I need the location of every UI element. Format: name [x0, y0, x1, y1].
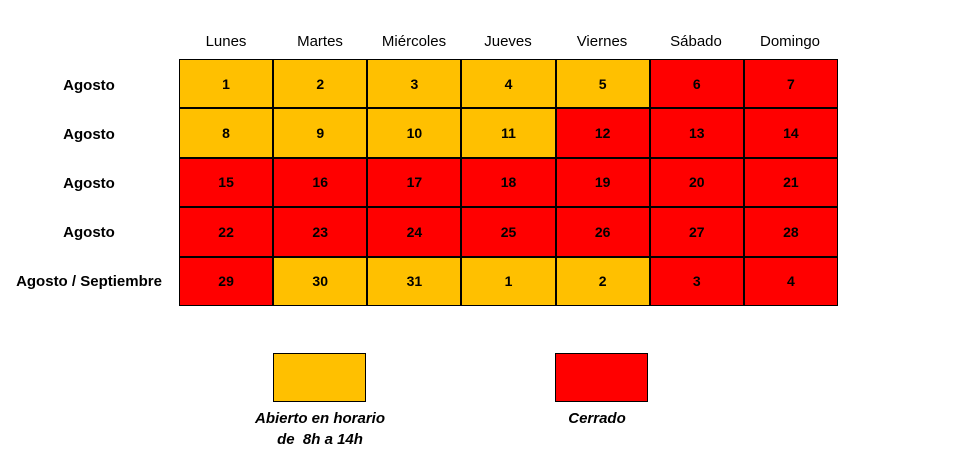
day-cell: 17 [368, 158, 461, 207]
day-cell: 18 [462, 158, 555, 207]
day-cell: 1 [180, 60, 273, 108]
day-cell: 3 [650, 257, 743, 305]
day-header-monday: Lunes [205, 33, 247, 50]
day-cell: 6 [650, 60, 743, 108]
day-cell: 27 [650, 208, 743, 256]
day-cell: 29 [180, 257, 273, 305]
day-cell: 14 [744, 109, 837, 157]
day-cell: 3 [368, 60, 461, 108]
day-cell: 9 [274, 109, 367, 157]
day-cell: 30 [274, 257, 367, 305]
legend-swatch-open [273, 353, 366, 402]
day-header-tuesday: Martes [297, 33, 343, 50]
day-cell: 13 [650, 109, 743, 157]
legend-label-open-line1: Abierto en horario [254, 410, 385, 427]
day-cell: 8 [180, 109, 273, 157]
legend-label-open: Abierto en horario de 8h a 14h [220, 408, 420, 450]
day-cell: 20 [650, 158, 743, 207]
day-header-sunday: Domingo [759, 33, 821, 50]
day-header-thursday: Jueves [484, 33, 532, 50]
legend-label-closed: Cerrado [568, 410, 626, 427]
day-cell: 15 [180, 158, 273, 207]
day-cell: 2 [274, 60, 367, 108]
day-cell: 10 [368, 109, 461, 157]
calendar-grid: 1 2 3 4 5 6 7 8 9 10 11 12 13 14 15 16 1… [179, 59, 838, 306]
day-cell: 16 [274, 158, 367, 207]
day-cell: 24 [368, 208, 461, 256]
day-cell: 5 [556, 60, 649, 108]
legend-swatch-closed [555, 353, 648, 402]
legend-label-open-line2: de 8h a 14h [277, 431, 363, 448]
day-header-wednesday: Miércoles [381, 33, 447, 50]
row-label: Agosto [63, 126, 115, 143]
day-cell: 4 [744, 257, 837, 305]
day-cell: 22 [180, 208, 273, 256]
day-cell: 23 [274, 208, 367, 256]
day-header-friday: Viernes [576, 33, 628, 50]
day-cell: 25 [462, 208, 555, 256]
day-cell: 26 [556, 208, 649, 256]
day-cell: 21 [744, 158, 837, 207]
day-cell: 19 [556, 158, 649, 207]
day-header-saturday: Sábado [670, 33, 722, 50]
day-cell: 2 [556, 257, 649, 305]
row-label: Agosto / Septiembre [16, 273, 162, 290]
day-cell: 28 [744, 208, 837, 256]
day-cell: 4 [462, 60, 555, 108]
row-label: Agosto [63, 224, 115, 241]
day-cell: 1 [462, 257, 555, 305]
day-cell: 7 [744, 60, 837, 108]
day-cell: 12 [556, 109, 649, 157]
row-label: Agosto [63, 77, 115, 94]
day-cell: 11 [462, 109, 555, 157]
row-label: Agosto [63, 175, 115, 192]
day-cell: 31 [368, 257, 461, 305]
